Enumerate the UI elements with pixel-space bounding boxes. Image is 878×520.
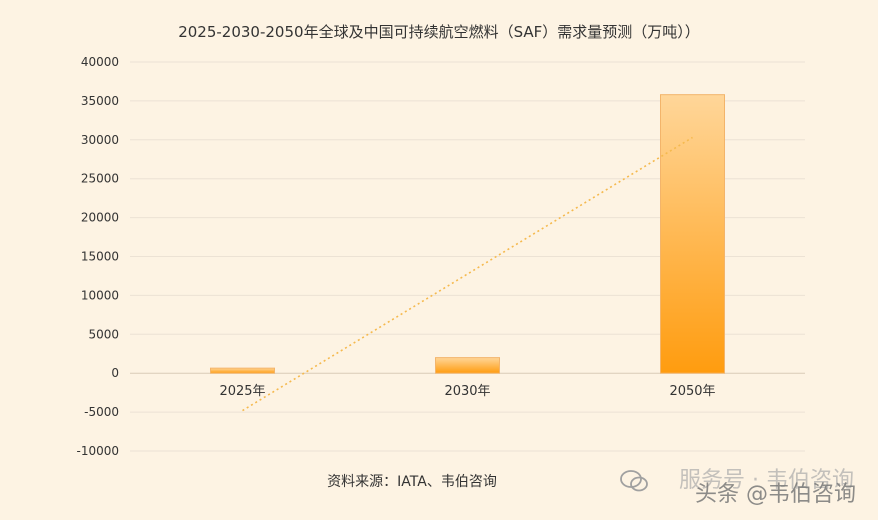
y-tick-label: 25000 <box>81 172 119 186</box>
x-tick-label: 2025年 <box>219 384 265 399</box>
watermark-toutiao: 头条 @韦伯咨询 <box>695 482 856 507</box>
y-tick-label: -10000 <box>76 444 119 458</box>
y-tick-label: 40000 <box>81 55 119 69</box>
y-tick-label: 15000 <box>81 250 119 264</box>
bar <box>660 94 725 374</box>
y-tick-label: 20000 <box>81 211 119 225</box>
bar <box>435 357 500 374</box>
x-tick-label: 2030年 <box>444 384 490 399</box>
y-tick-label: 0 <box>111 366 119 380</box>
watermark-service: 服务号 · 韦伯咨询 <box>679 468 854 493</box>
y-tick-label: 30000 <box>81 133 119 147</box>
y-tick-label: 10000 <box>81 288 119 302</box>
y-tick-label: 5000 <box>88 327 119 341</box>
y-tick-label: 35000 <box>81 94 119 108</box>
y-tick-label: -5000 <box>84 405 119 419</box>
chart-source: 资料来源：IATA、韦伯咨询 <box>327 474 497 490</box>
chart-title: 2025-2030-2050年全球及中国可持续航空燃料（SAF）需求量预测（万吨… <box>178 23 700 41</box>
x-tick-label: 2050年 <box>669 384 715 399</box>
wechat-logo-icon <box>620 470 648 492</box>
bar <box>210 367 275 374</box>
